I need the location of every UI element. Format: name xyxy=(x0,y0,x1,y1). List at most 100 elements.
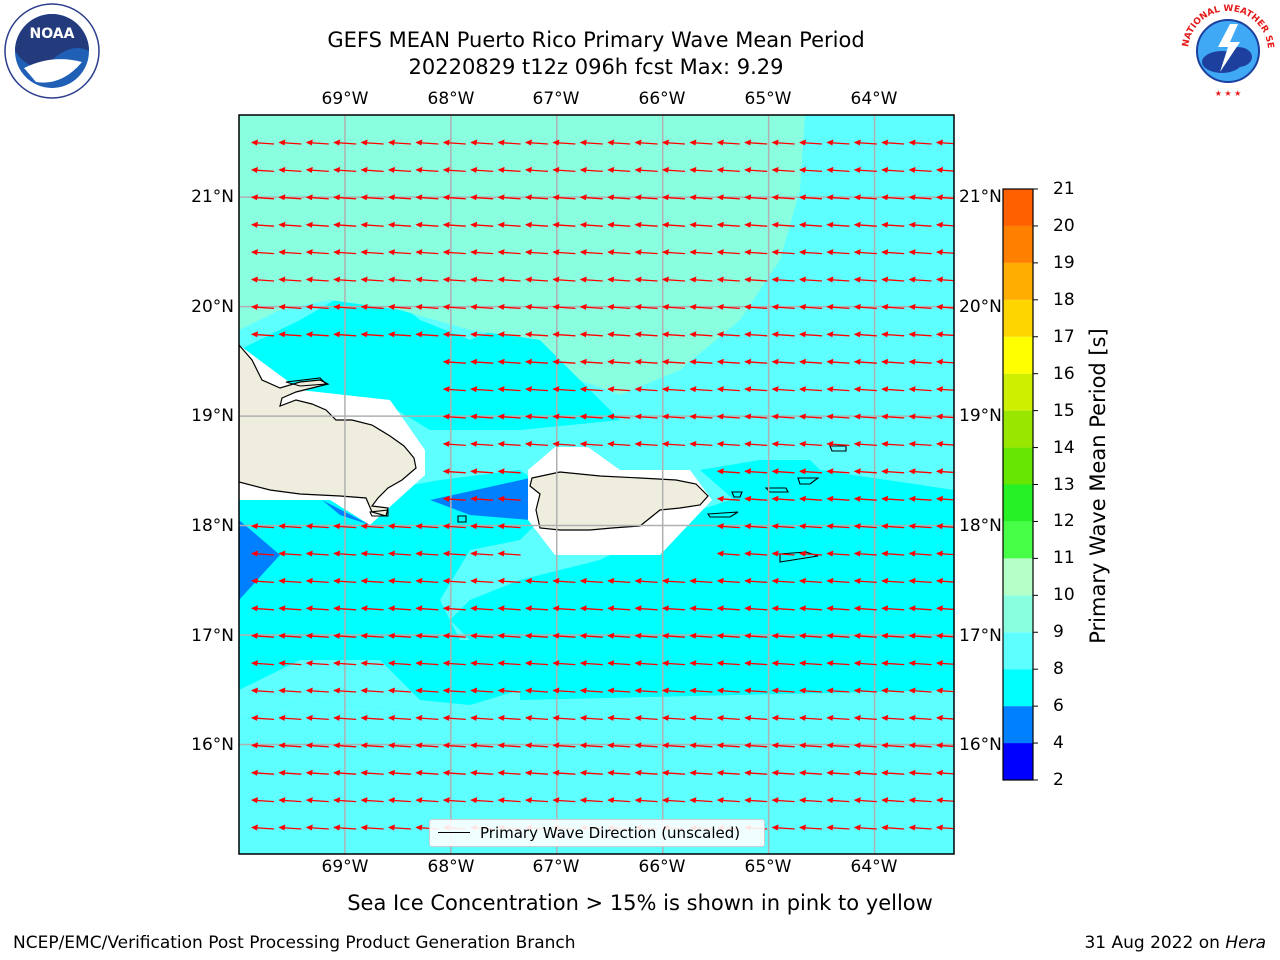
wave-vector-arrow xyxy=(799,495,823,502)
wave-vector-arrow xyxy=(552,632,576,639)
colorbar-tick-label: 14 xyxy=(1053,437,1075,458)
period-8-9-region-south xyxy=(239,690,954,854)
colorbar-tick-label: 10 xyxy=(1053,585,1075,606)
colorbar-tick-label: 16 xyxy=(1053,363,1075,384)
wave-vector-arrow xyxy=(689,440,713,447)
wave-vector-arrow xyxy=(662,358,686,365)
wave-vector-arrow xyxy=(278,605,302,612)
wave-vector-arrow xyxy=(771,331,795,338)
wave-vector-arrow xyxy=(826,632,850,639)
wave-direction-vectors xyxy=(251,139,954,831)
wave-vector-arrow xyxy=(771,221,795,228)
colorbar-segment xyxy=(1003,521,1033,559)
footer-branch: NCEP/EMC/Verification Post Processing Pr… xyxy=(13,933,576,953)
wave-vector-arrow xyxy=(251,824,275,831)
wave-vector-arrow xyxy=(881,303,905,310)
wave-vector-arrow xyxy=(716,523,740,530)
wave-vector-arrow xyxy=(552,605,576,612)
wave-vector-arrow xyxy=(662,386,686,393)
wave-vector-arrow xyxy=(853,221,877,228)
period-4-6-region-hispaniola xyxy=(322,500,370,525)
wave-vector-arrow xyxy=(853,166,877,173)
wave-vector-arrow xyxy=(497,495,521,502)
wave-vector-arrow xyxy=(662,797,686,804)
wave-vector-arrow xyxy=(442,468,466,475)
sea-ice-caption: Sea Ice Concentration > 15% is shown in … xyxy=(347,891,933,915)
colorbar-segment xyxy=(1003,632,1033,670)
wave-vector-arrow xyxy=(853,714,877,721)
lon-tick-top-65w: 65°W xyxy=(744,89,792,109)
vector-legend: Primary Wave Direction (unscaled) xyxy=(429,819,765,847)
wave-vector-arrow xyxy=(278,166,302,173)
wave-vector-arrow xyxy=(826,194,850,201)
wave-vector-arrow xyxy=(771,194,795,201)
wave-vector-arrow xyxy=(251,714,275,721)
wave-vector-arrow xyxy=(388,139,412,146)
wave-vector-arrow xyxy=(799,440,823,447)
wave-vector-arrow xyxy=(552,714,576,721)
wave-vector-arrow xyxy=(826,605,850,612)
wave-vector-arrow xyxy=(415,139,439,146)
wave-vector-arrow xyxy=(305,687,329,694)
wave-vector-arrow xyxy=(853,413,877,420)
wave-vector-arrow xyxy=(333,249,357,256)
wave-vector-arrow xyxy=(936,660,954,667)
wave-vector-arrow xyxy=(799,166,823,173)
lon-tick-bottom-65w: 65°W xyxy=(744,857,792,877)
lon-tick-bottom-69w: 69°W xyxy=(321,857,369,877)
wave-vector-arrow xyxy=(251,523,275,530)
wave-vector-arrow xyxy=(744,276,768,283)
wave-vector-arrow xyxy=(908,194,932,201)
wave-vector-arrow xyxy=(853,249,877,256)
wave-vector-arrow xyxy=(442,742,466,749)
wave-vector-arrow xyxy=(360,714,384,721)
lon-tick-bottom-67w: 67°W xyxy=(532,857,580,877)
wave-vector-arrow xyxy=(634,413,658,420)
wave-vector-arrow xyxy=(853,194,877,201)
wave-vector-arrow xyxy=(305,550,329,557)
wave-vector-arrow xyxy=(415,550,439,557)
wave-vector-arrow xyxy=(716,632,740,639)
lat-tick-right-21n: 21°N xyxy=(959,187,1002,207)
wave-vector-arrow xyxy=(525,687,549,694)
wave-vector-arrow xyxy=(360,660,384,667)
wave-vector-arrow xyxy=(771,742,795,749)
colorbar-tick-label: 13 xyxy=(1053,474,1075,495)
wave-vector-arrow xyxy=(333,632,357,639)
wave-vector-arrow xyxy=(497,221,521,228)
wave-vector-arrow xyxy=(497,714,521,721)
wave-vector-arrow xyxy=(853,303,877,310)
wave-vector-arrow xyxy=(744,413,768,420)
wave-vector-arrow xyxy=(415,660,439,667)
wave-vector-arrow xyxy=(525,742,549,749)
wave-vector-arrow xyxy=(470,742,494,749)
wave-vector-arrow xyxy=(881,358,905,365)
wave-vector-arrow xyxy=(415,194,439,201)
wave-vector-arrow xyxy=(305,714,329,721)
wave-vector-arrow xyxy=(552,742,576,749)
wave-vector-arrow xyxy=(826,303,850,310)
wave-vector-arrow xyxy=(607,249,631,256)
wave-vector-arrow xyxy=(497,523,521,530)
wave-vector-arrow xyxy=(497,358,521,365)
wave-vector-arrow xyxy=(278,824,302,831)
wave-vector-arrow xyxy=(525,166,549,173)
wave-vector-arrow xyxy=(607,440,631,447)
wave-vector-arrow xyxy=(442,550,466,557)
colorbar-tick-label: 20 xyxy=(1053,215,1075,236)
wave-vector-arrow xyxy=(744,605,768,612)
wave-vector-arrow xyxy=(525,413,549,420)
wave-vector-arrow xyxy=(881,714,905,721)
wave-vector-arrow xyxy=(799,769,823,776)
wave-vector-arrow xyxy=(388,605,412,612)
wave-vector-arrow xyxy=(470,660,494,667)
wave-vector-arrow xyxy=(607,221,631,228)
island-st-croix xyxy=(779,551,819,563)
wave-vector-arrow xyxy=(607,194,631,201)
wave-vector-arrow xyxy=(689,166,713,173)
wave-vector-arrow xyxy=(525,221,549,228)
wave-vector-arrow xyxy=(442,797,466,804)
wave-vector-arrow xyxy=(744,769,768,776)
lat-tick-left-18n: 18°N xyxy=(191,516,234,536)
lon-tick-top-68w: 68°W xyxy=(427,89,475,109)
